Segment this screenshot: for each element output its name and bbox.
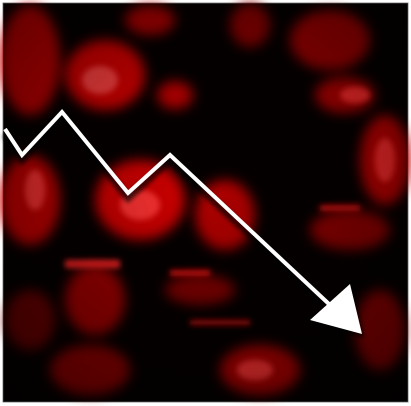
arrow-head — [310, 284, 362, 334]
vignette — [3, 3, 408, 402]
arrow-shadow — [2, 111, 333, 313]
downward-arrow — [2, 108, 364, 338]
arrow-line — [3, 108, 332, 307]
